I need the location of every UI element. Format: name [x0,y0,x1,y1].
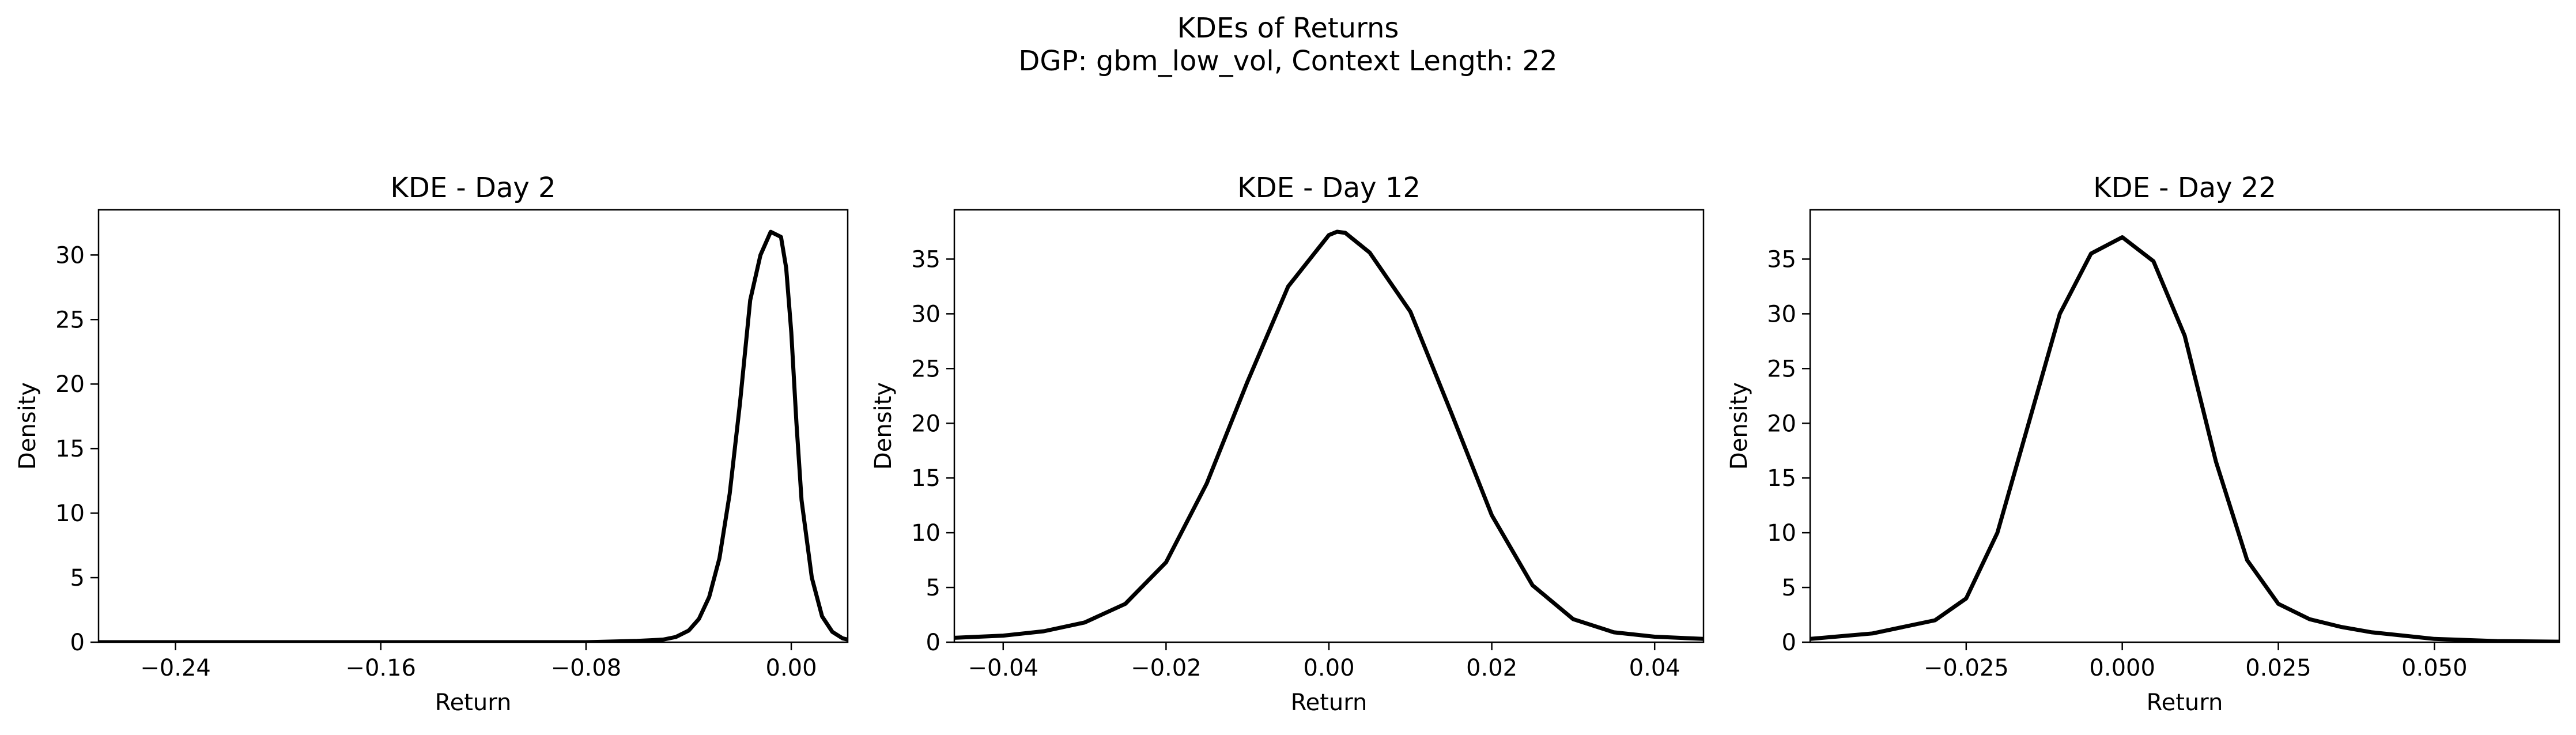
kde-curve [954,229,1704,641]
y-tick-label: 15 [55,436,85,462]
kde-curve [99,229,848,642]
x-tick-label: −0.02 [1131,655,1202,681]
figure-title: KDEs of Returns [1177,12,1399,44]
y-tick-label: 25 [55,307,85,333]
x-tick-label: −0.025 [1924,655,2009,681]
y-tick-label: 5 [70,565,85,591]
x-tick-label: 0.02 [1466,655,1517,681]
y-tick-label: 25 [1767,356,1796,382]
y-tick-label: 25 [911,356,940,382]
axes-frame [97,209,849,643]
x-axis-label: Return [1291,689,1368,716]
subplot-1: KDE - Day 2 −0.24 −0.16 −0.08 0.00 0 5 10 15 20 25… [14,172,849,716]
y-axis-label: Density [870,382,897,470]
y-axis-label: Density [14,382,41,470]
y-tick-label: 5 [926,575,940,601]
x-tick-label: 0.00 [766,655,817,681]
y-tick-label: 20 [1767,410,1796,437]
x-tick-label: −0.16 [345,655,416,681]
subplot-title: KDE - Day 12 [1237,172,1421,204]
subplots: KDE - Day 2−0.24 −0.16 −0.08 0.000510152025… [14,172,2560,716]
x-tick-label: −0.24 [140,655,211,681]
axes-frame [953,209,1705,643]
y-axis-label: Density [1726,382,1752,470]
y-tick-label: 30 [55,242,85,269]
y-tick-label: 15 [1767,465,1796,492]
subplot-title: KDE - Day 22 [2093,172,2276,204]
x-tick-label: 0.04 [1629,655,1680,681]
subplot-3: KDE - Day 22 −0.025 0.000 0.025 0.050 0 5 10 15 2… [1726,172,2560,716]
y-tick-label: 20 [55,371,85,398]
y-tick-label: 0 [926,630,940,656]
y-tick-label: 20 [911,410,940,437]
x-tick-label: 0.050 [2401,655,2468,681]
y-tick-label: 30 [1767,301,1796,327]
y-tick-label: 10 [1767,520,1796,546]
x-axis-label: Return [2147,689,2223,716]
y-tick-label: 10 [55,500,85,527]
x-axis-label: Return [435,689,512,716]
x-tick-label: −0.08 [551,655,622,681]
subplot-title: KDE - Day 2 [390,172,556,204]
y-tick-label: 0 [1782,630,1796,656]
kde-curve [1810,235,2559,642]
y-tick-label: 35 [911,246,940,273]
figure-subtitle: DGP: gbm_low_vol, Context Length: 22 [1018,45,1557,77]
y-tick-label: 35 [1767,246,1796,273]
y-tick-label: 5 [1782,575,1796,601]
y-tick-label: 30 [911,301,940,327]
y-tick-label: 10 [911,520,940,546]
x-tick-label: 0.00 [1303,655,1354,681]
x-tick-label: −0.04 [968,655,1038,681]
subplot-2: KDE - Day 12 −0.04 −0.02 0.00 0.02 0.04 0 5 10 15… [870,172,1705,716]
y-tick-label: 0 [70,630,85,656]
x-tick-label: 0.000 [2089,655,2155,681]
axes-frame [1809,209,2560,643]
y-tick-label: 15 [911,465,940,492]
x-tick-label: 0.025 [2245,655,2311,681]
